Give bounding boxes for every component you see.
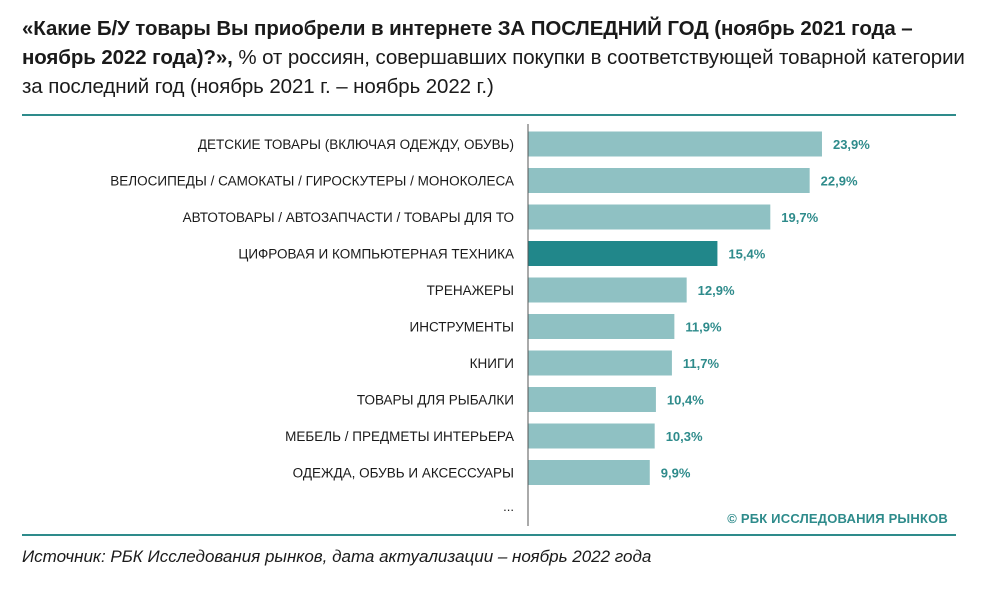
bar — [528, 241, 718, 266]
category-label: МЕБЕЛЬ / ПРЕДМЕТЫ ИНТЕРЬЕРА — [285, 429, 514, 444]
category-label: ОДЕЖДА, ОБУВЬ И АКСЕССУАРЫ — [293, 466, 514, 481]
value-label: 23,9% — [833, 137, 870, 152]
value-label: 11,7% — [683, 356, 720, 371]
bottom-divider — [22, 534, 956, 536]
top-divider — [22, 114, 956, 116]
category-label: АВТОТОВАРЫ / АВТОЗАПЧАСТИ / ТОВАРЫ ДЛЯ Т… — [183, 210, 514, 225]
category-label: ИНСТРУМЕНТЫ — [410, 320, 514, 335]
chart-title-subtitle: % от россиян, совершавших покупки в соот… — [22, 46, 965, 98]
bar — [528, 350, 672, 376]
value-label: 9,9% — [661, 466, 691, 481]
bar-chart: ДЕТСКИЕ ТОВАРЫ (ВКЛЮЧАЯ ОДЕЖДУ, ОБУВЬ) 23… — [110, 124, 870, 526]
bar — [528, 387, 656, 412]
bar — [528, 204, 771, 230]
value-label: 10,4% — [667, 393, 704, 408]
value-label: 11,9% — [685, 320, 722, 335]
source-note: Источник: РБК Исследования рынков, дата … — [22, 547, 652, 566]
bar — [528, 168, 810, 193]
chart-title: «Какие Б/У товары Вы приобрели в интерне… — [22, 14, 972, 101]
category-label: ТРЕНАЖЕРЫ — [427, 283, 514, 298]
value-label: 10,3% — [666, 429, 703, 444]
category-label: КНИГИ — [470, 356, 514, 371]
category-label: ТОВАРЫ ДЛЯ РЫБАЛКИ — [357, 393, 514, 408]
bar — [528, 423, 655, 449]
bar — [528, 131, 822, 157]
category-label: ЦИФРОВАЯ И КОМПЬЮТЕРНАЯ ТЕХНИКА — [238, 247, 514, 262]
bar — [528, 277, 687, 303]
watermark: © РБК ИССЛЕДОВАНИЯ РЫНКОВ — [727, 511, 948, 526]
value-label: 22,9% — [821, 174, 858, 189]
more-categories-ellipsis: ... — [503, 499, 514, 514]
category-label: ВЕЛОСИПЕДЫ / САМОКАТЫ / ГИРОСКУТЕРЫ / МО… — [110, 174, 514, 189]
value-label: 12,9% — [698, 283, 735, 298]
value-label: 19,7% — [781, 210, 818, 225]
chart-title-question: «Какие Б/У товары Вы приобрели в интерне… — [22, 17, 913, 69]
category-label: ДЕТСКИЕ ТОВАРЫ (ВКЛЮЧАЯ ОДЕЖДУ, ОБУВЬ) — [198, 137, 514, 152]
bar — [528, 460, 650, 485]
value-label: 15,4% — [728, 247, 765, 262]
bar — [528, 314, 675, 339]
